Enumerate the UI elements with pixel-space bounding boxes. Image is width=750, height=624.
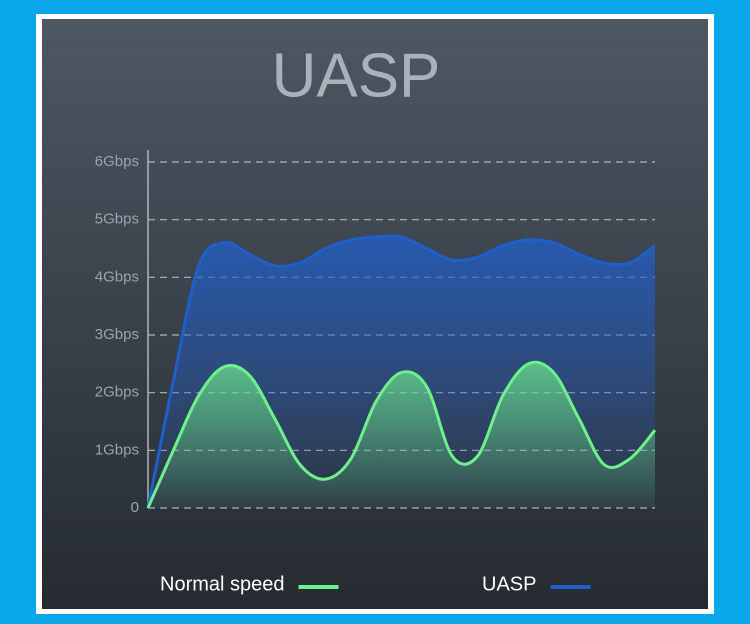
y-tick-label: 3Gbps	[95, 326, 139, 343]
y-tick-label: 4Gbps	[95, 268, 139, 285]
y-tick-label: 5Gbps	[95, 211, 139, 228]
area-fill	[148, 362, 655, 508]
legend-label: Normal speed	[160, 573, 285, 595]
series-line	[146, 360, 657, 509]
y-tick-label: 1Gbps	[95, 441, 139, 458]
legend-label: UASP	[482, 573, 536, 595]
y-tick-label: 6Gbps	[95, 153, 139, 170]
y-tick-label: 0	[131, 499, 139, 516]
y-tick-label: 2Gbps	[95, 384, 139, 401]
chart-title: UASP	[272, 41, 441, 110]
series-line	[146, 234, 656, 509]
